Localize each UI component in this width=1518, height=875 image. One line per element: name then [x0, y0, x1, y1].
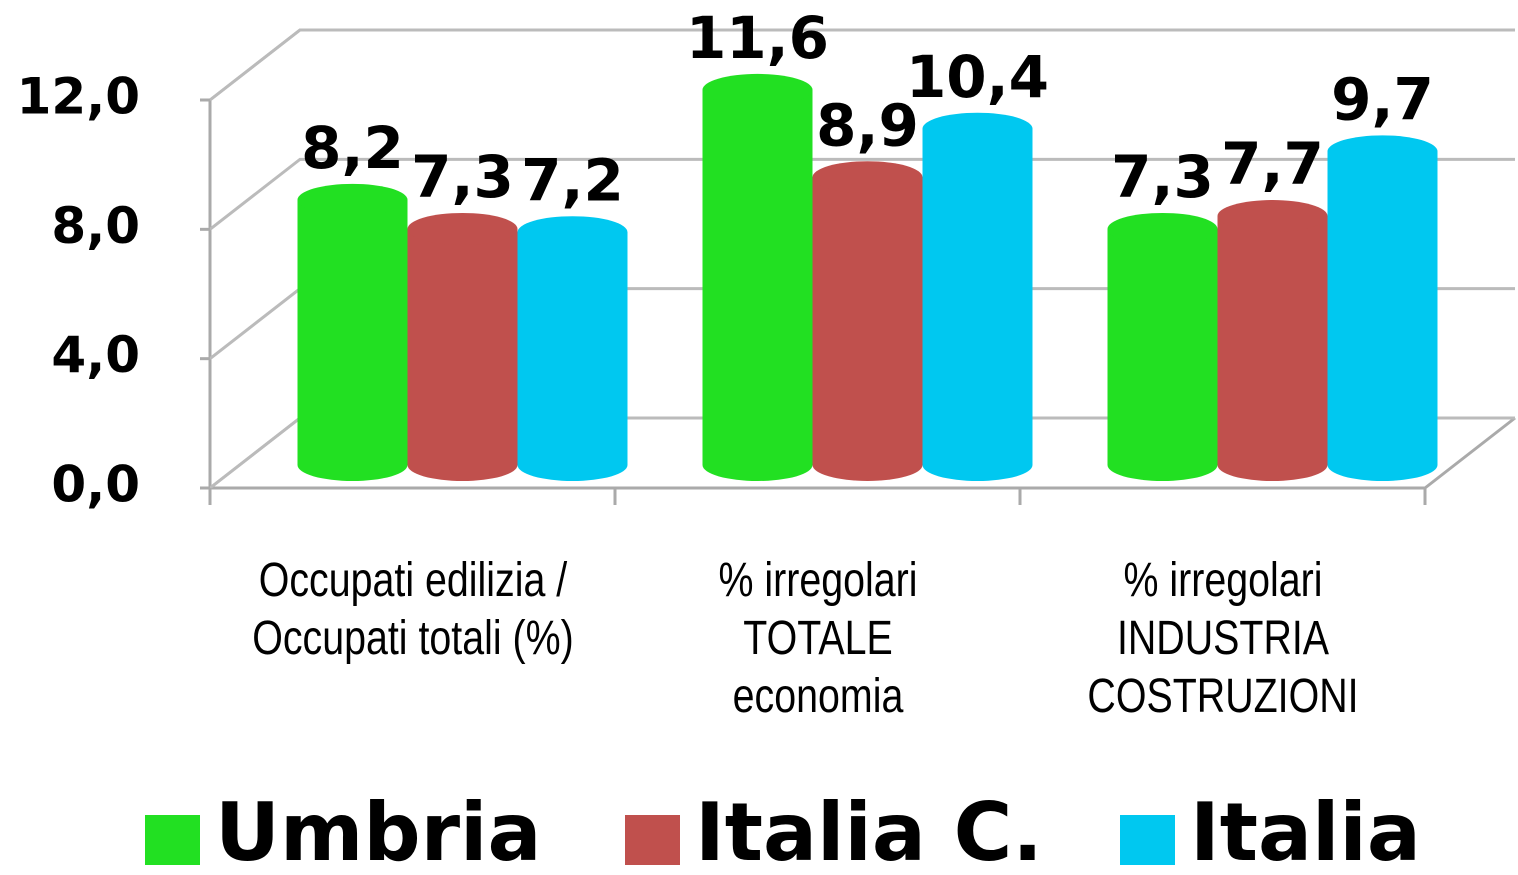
- value-label: 7,2: [521, 146, 624, 214]
- value-label: 10,4: [906, 43, 1049, 111]
- bar: [517, 232, 628, 481]
- bar-top: [297, 183, 408, 216]
- floor-edge: [1424, 416, 1516, 490]
- bar: [702, 89, 813, 481]
- y-tick-label: 4,0: [51, 326, 140, 384]
- legend-label: Italia C.: [695, 786, 1043, 875]
- back-wall: [209, 28, 1515, 102]
- legend-label: Italia: [1190, 786, 1421, 875]
- bar: [922, 128, 1033, 481]
- grid-line: [209, 28, 1515, 102]
- value-label: 7,3: [411, 143, 514, 211]
- bar-top: [812, 161, 923, 194]
- bar-top: [922, 112, 1033, 145]
- value-label: 8,9: [816, 91, 919, 159]
- bar: [297, 199, 408, 481]
- y-tick-label: 12,0: [17, 68, 140, 126]
- bar-top: [517, 216, 628, 249]
- value-label: 7,3: [1111, 143, 1214, 211]
- bar-top: [1107, 212, 1218, 245]
- x-tick-label: Occupati edilizia / Occupati totali (%): [251, 554, 574, 665]
- y-tick-label: 8,0: [51, 197, 140, 255]
- y-tick-label: 0,0: [51, 456, 140, 514]
- bar: [1217, 216, 1328, 482]
- x-tick-label: % irregolari INDUSTRIA COSTRUZIONI: [1086, 554, 1359, 723]
- legend-label: Umbria: [215, 786, 541, 875]
- bar-top: [702, 73, 813, 106]
- value-label: 9,7: [1331, 65, 1434, 133]
- bar-top: [1327, 135, 1438, 168]
- bar: [1327, 151, 1438, 481]
- value-label: 7,7: [1221, 130, 1324, 198]
- x-tick-label: % irregolari TOTALE economia: [717, 554, 918, 723]
- bar: [812, 177, 923, 481]
- value-label: 11,6: [686, 4, 829, 72]
- bar-top: [1217, 200, 1328, 233]
- grid-line: [209, 157, 1515, 231]
- bar-top: [407, 212, 518, 245]
- value-label: 8,2: [301, 114, 404, 182]
- legend-swatch: [145, 815, 200, 865]
- legend-swatch: [625, 815, 680, 865]
- legend-swatch: [1120, 815, 1175, 865]
- bar: [1107, 228, 1218, 481]
- bar: [407, 228, 518, 481]
